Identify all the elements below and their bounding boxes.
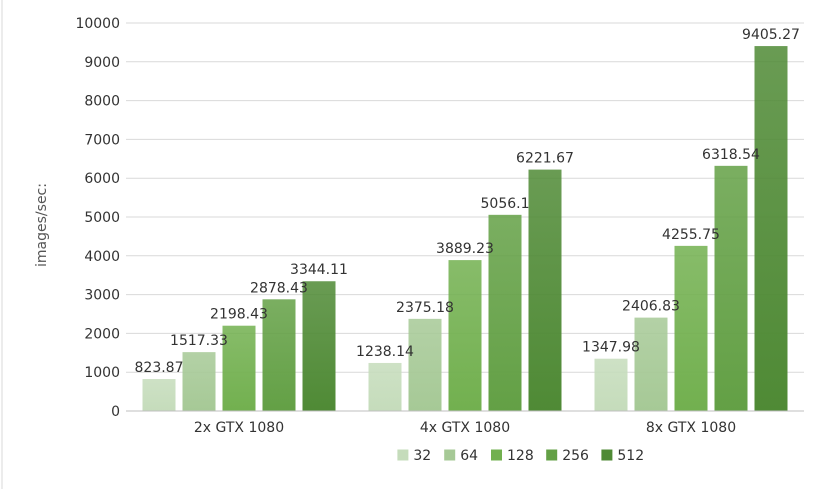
legend-swatch xyxy=(444,449,456,461)
x-category-label: 4x GTX 1080 xyxy=(420,420,510,436)
data-label: 2375.18 xyxy=(396,300,454,316)
data-label: 2406.83 xyxy=(622,299,680,315)
bar-128-3 xyxy=(674,245,708,411)
y-tick-label: 3000 xyxy=(84,288,120,304)
legend-item-128[interactable]: 128 xyxy=(491,448,534,464)
bar-512-3 xyxy=(754,46,788,411)
legend-label: 512 xyxy=(617,448,644,464)
bar-32-2 xyxy=(368,362,402,411)
y-tick-label: 0 xyxy=(111,404,120,420)
y-tick-label: 6000 xyxy=(84,171,120,187)
legend-item-32[interactable]: 32 xyxy=(397,448,431,464)
y-tick-label: 1000 xyxy=(84,365,120,381)
x-category-label: 8x GTX 1080 xyxy=(646,420,736,436)
data-label: 5056.1 xyxy=(481,196,530,212)
legend-item-256[interactable]: 256 xyxy=(546,448,589,464)
y-tick-label: 9000 xyxy=(84,55,120,71)
legend-swatch xyxy=(397,449,409,461)
y-axis-ticks: 0 1000 2000 3000 4000 5000 6000 7000 8000 9000 100… xyxy=(75,16,120,420)
bar-64-3 xyxy=(634,317,668,411)
bar-64-1 xyxy=(182,352,216,411)
data-label: 9405.27 xyxy=(742,27,800,43)
bar-32-3 xyxy=(594,358,628,411)
bar-128-1 xyxy=(222,325,256,411)
y-tick-label: 4000 xyxy=(84,249,120,265)
legend[interactable]: 32 64 128 256 512 xyxy=(397,448,644,464)
legend-label: 128 xyxy=(507,448,534,464)
data-label: 6318.54 xyxy=(702,147,760,163)
legend-item-64[interactable]: 64 xyxy=(444,448,478,464)
y-tick-label: 7000 xyxy=(84,132,120,148)
data-label: 3889.23 xyxy=(436,241,494,257)
data-label: 1238.14 xyxy=(356,344,414,360)
data-label: 2878.43 xyxy=(250,280,308,296)
legend-item-512[interactable]: 512 xyxy=(601,448,644,464)
data-label: 6221.67 xyxy=(516,151,574,167)
data-label: 823.87 xyxy=(135,360,184,376)
bars xyxy=(142,46,788,411)
legend-swatch xyxy=(491,449,502,461)
bar-256-3 xyxy=(714,165,748,411)
y-tick-label: 5000 xyxy=(84,210,120,226)
legend-label: 32 xyxy=(413,448,431,464)
bar-256-1 xyxy=(262,299,296,411)
legend-label: 256 xyxy=(562,448,589,464)
bar-64-2 xyxy=(408,318,442,411)
y-tick-label: 8000 xyxy=(84,94,120,110)
data-labels: 823.87 1517.33 2198.43 2878.43 3344.11 1238.1… xyxy=(135,27,800,376)
y-tick-label: 2000 xyxy=(84,326,120,342)
bar-512-1 xyxy=(302,281,336,411)
bar-32-1 xyxy=(142,379,176,411)
y-axis-title: images/sec: xyxy=(34,183,50,267)
legend-label: 64 xyxy=(460,448,478,464)
data-label: 2198.43 xyxy=(210,307,268,323)
data-label: 3344.11 xyxy=(290,262,348,278)
y-tick-label: 10000 xyxy=(75,16,120,32)
bar-512-2 xyxy=(528,169,562,411)
legend-swatch xyxy=(546,449,558,461)
data-label: 4255.75 xyxy=(662,227,720,243)
x-axis-categories: 2x GTX 1080 4x GTX 1080 8x GTX 1080 xyxy=(194,420,736,436)
x-category-label: 2x GTX 1080 xyxy=(194,420,284,436)
data-label: 1517.33 xyxy=(170,333,228,349)
bar-256-2 xyxy=(488,214,522,411)
bar-128-2 xyxy=(448,260,482,411)
legend-swatch xyxy=(601,449,613,461)
data-label: 1347.98 xyxy=(582,340,640,356)
